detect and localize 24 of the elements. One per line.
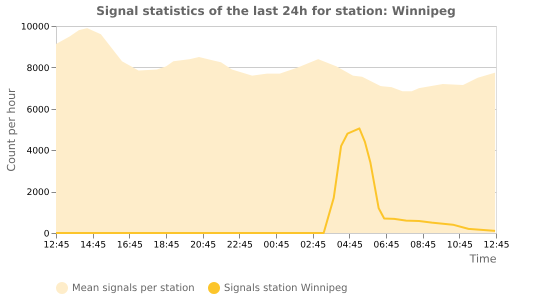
x-tick-label: 14:45 bbox=[80, 240, 106, 250]
y-tick-label: 0 bbox=[44, 230, 50, 240]
legend-label: Signals station Winnipeg bbox=[224, 283, 348, 294]
y-axis-title: Count per hour bbox=[4, 88, 18, 172]
y-tick-label: 4000 bbox=[26, 146, 50, 157]
x-tick-label: 04:45 bbox=[336, 240, 363, 250]
chart-title: Signal statistics of the last 24h for station: Winnipeg bbox=[96, 4, 456, 18]
x-tick-label: 12:45 bbox=[44, 240, 70, 250]
x-tick-label: 18:45 bbox=[154, 240, 180, 250]
legend-label: Mean signals per station bbox=[72, 283, 195, 294]
x-tick-label: 20:45 bbox=[190, 240, 216, 250]
x-tick-label: 12:45 bbox=[484, 240, 510, 250]
x-tick-label: 00:45 bbox=[264, 240, 290, 250]
x-tick-label: 08:45 bbox=[410, 240, 436, 250]
y-tick-label: 8000 bbox=[26, 64, 50, 74]
x-tick-label: 06:45 bbox=[374, 240, 400, 250]
x-tick-label: 02:45 bbox=[300, 240, 326, 250]
x-tick-label: 22:45 bbox=[226, 240, 253, 250]
y-tick-label: 6000 bbox=[26, 105, 50, 116]
y-tick-label: 10000 bbox=[20, 22, 50, 32]
x-tick-label: 10:45 bbox=[446, 240, 473, 250]
x-axis-title: Time bbox=[468, 252, 497, 266]
y-tick-label: 2000 bbox=[26, 188, 50, 198]
x-tick-label: 16:45 bbox=[116, 240, 143, 250]
